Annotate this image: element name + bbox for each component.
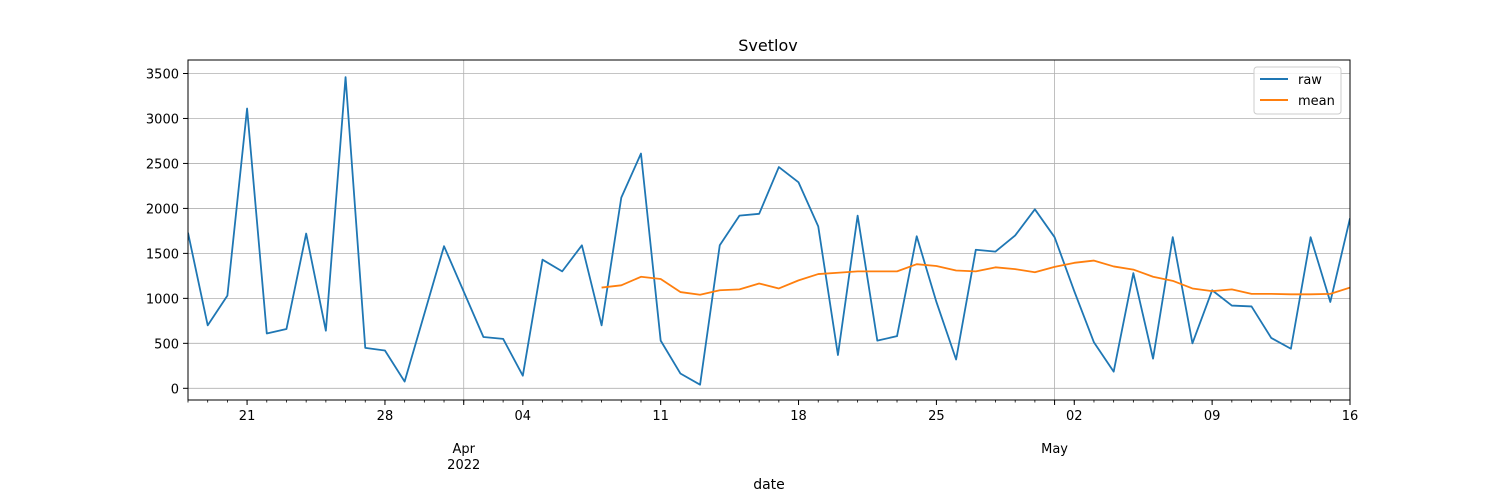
grid-lines (188, 60, 1350, 400)
y-tick-label: 1000 (146, 292, 179, 307)
x-axis-label: date (753, 477, 785, 493)
x-tick-label: 09 (1204, 409, 1221, 424)
x-tick-label: 11 (652, 409, 669, 424)
y-tick-label: 0 (171, 382, 179, 397)
series-line-raw (188, 76, 1350, 386)
series-line-mean (601, 259, 1350, 296)
x-tick-label: 25 (928, 409, 945, 424)
series-layer (188, 76, 1350, 386)
x-tick-label: Apr (452, 442, 475, 457)
y-tick-label: 3500 (146, 67, 179, 82)
chart-title: Svetlov (738, 36, 797, 55)
y-tick-label: 500 (154, 337, 179, 352)
x-tick-sublabel: 2022 (447, 458, 480, 473)
x-tick-label: 21 (239, 409, 256, 424)
y-tick-label: 3000 (146, 112, 179, 127)
legend: raw mean (1253, 66, 1342, 115)
x-tick-label: 28 (377, 409, 394, 424)
y-axis-ticks: 0 500 1000 1500 2000 2500 3000 3500 (146, 67, 188, 397)
y-tick-label: 2000 (146, 202, 179, 217)
axes-frame (187, 59, 1351, 401)
legend-label-mean: mean (1298, 94, 1335, 109)
x-tick-label: 02 (1066, 409, 1083, 424)
x-tick-label: May (1041, 442, 1068, 457)
x-tick-label: 18 (790, 409, 807, 424)
plot-area: 0 500 1000 1500 2000 2500 3000 3500 21 28 Apr2022… (146, 59, 1359, 473)
legend-label-raw: raw (1298, 73, 1322, 88)
y-tick-label: 1500 (146, 247, 179, 262)
y-tick-label: 2500 (146, 157, 179, 172)
x-tick-label: 04 (515, 409, 532, 424)
x-tick-label: 16 (1342, 409, 1359, 424)
